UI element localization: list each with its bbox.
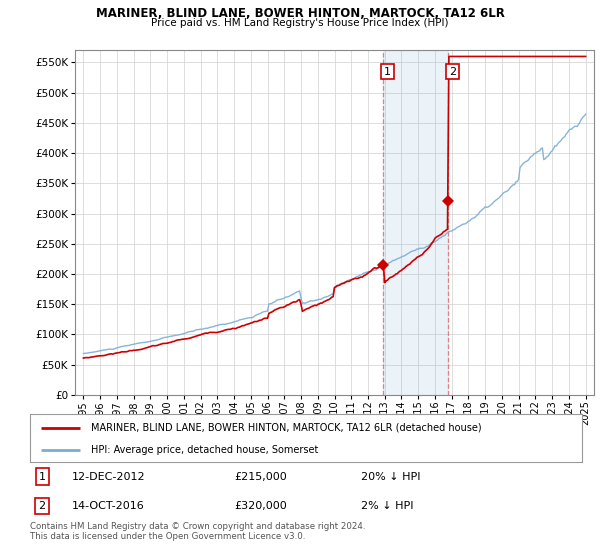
Text: 14-OCT-2016: 14-OCT-2016 [71,501,144,511]
Text: 1: 1 [384,67,391,77]
Text: Price paid vs. HM Land Registry's House Price Index (HPI): Price paid vs. HM Land Registry's House … [151,18,449,28]
Text: £320,000: £320,000 [234,501,287,511]
Text: MARINER, BLIND LANE, BOWER HINTON, MARTOCK, TA12 6LR: MARINER, BLIND LANE, BOWER HINTON, MARTO… [95,7,505,20]
Text: £215,000: £215,000 [234,472,287,482]
Text: 2% ↓ HPI: 2% ↓ HPI [361,501,414,511]
Text: 2: 2 [449,67,456,77]
Text: 12-DEC-2012: 12-DEC-2012 [71,472,145,482]
Bar [383,50,448,395]
Text: MARINER, BLIND LANE, BOWER HINTON, MARTOCK, TA12 6LR (detached house): MARINER, BLIND LANE, BOWER HINTON, MARTO… [91,423,481,433]
Text: 2: 2 [38,501,46,511]
Text: Contains HM Land Registry data © Crown copyright and database right 2024.
This d: Contains HM Land Registry data © Crown c… [30,522,365,542]
Text: HPI: Average price, detached house, Somerset: HPI: Average price, detached house, Some… [91,445,318,455]
Text: 20% ↓ HPI: 20% ↓ HPI [361,472,421,482]
Text: 1: 1 [38,472,46,482]
